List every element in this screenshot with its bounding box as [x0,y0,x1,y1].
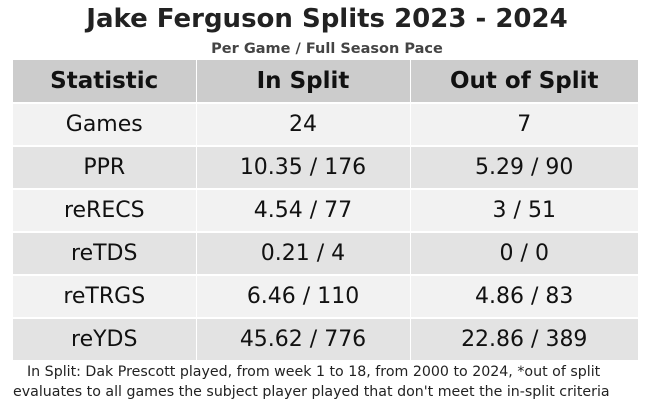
chart-subtitle: Per Game / Full Season Pace [211,41,443,57]
table-row: reTRGS 6.46 / 110 4.86 / 83 [13,274,638,318]
cell-statistic: Games [13,102,196,146]
cell-in-split: 24 [195,102,410,146]
cell-out-of-split: 4.86 / 83 [409,274,638,318]
cell-out-of-split: 3 / 51 [409,188,638,232]
table-row: reRECS 4.54 / 77 3 / 51 [13,188,638,232]
column-header-statistic: Statistic [13,60,196,104]
cell-in-split: 6.46 / 110 [195,274,410,318]
column-header-in-split: In Split [195,60,410,104]
splits-table: Statistic In Split Out of Split Games 24… [13,60,638,360]
chart-title: Jake Ferguson Splits 2023 - 2024 [86,4,568,34]
column-header-out-of-split: Out of Split [409,60,638,104]
cell-out-of-split: 7 [409,102,638,146]
cell-out-of-split: 0 / 0 [409,231,638,275]
cell-in-split: 4.54 / 77 [195,188,410,232]
table-row: reYDS 45.62 / 776 22.86 / 389 [13,317,638,360]
cell-statistic: reTRGS [13,274,196,318]
cell-out-of-split: 5.29 / 90 [409,145,638,189]
table-row: reTDS 0.21 / 4 0 / 0 [13,231,638,275]
table-row: Games 24 7 [13,102,638,146]
table-row: PPR 10.35 / 176 5.29 / 90 [13,145,638,189]
cell-statistic: reYDS [13,317,196,360]
table-header-row: Statistic In Split Out of Split [13,60,638,104]
cell-in-split: 45.62 / 776 [195,317,410,360]
footnote: In Split: Dak Prescott played, from week… [13,364,610,400]
cell-in-split: 10.35 / 176 [195,145,410,189]
cell-statistic: PPR [13,145,196,189]
cell-statistic: reRECS [13,188,196,232]
cell-out-of-split: 22.86 / 389 [409,317,638,360]
cell-statistic: reTDS [13,231,196,275]
cell-in-split: 0.21 / 4 [195,231,410,275]
